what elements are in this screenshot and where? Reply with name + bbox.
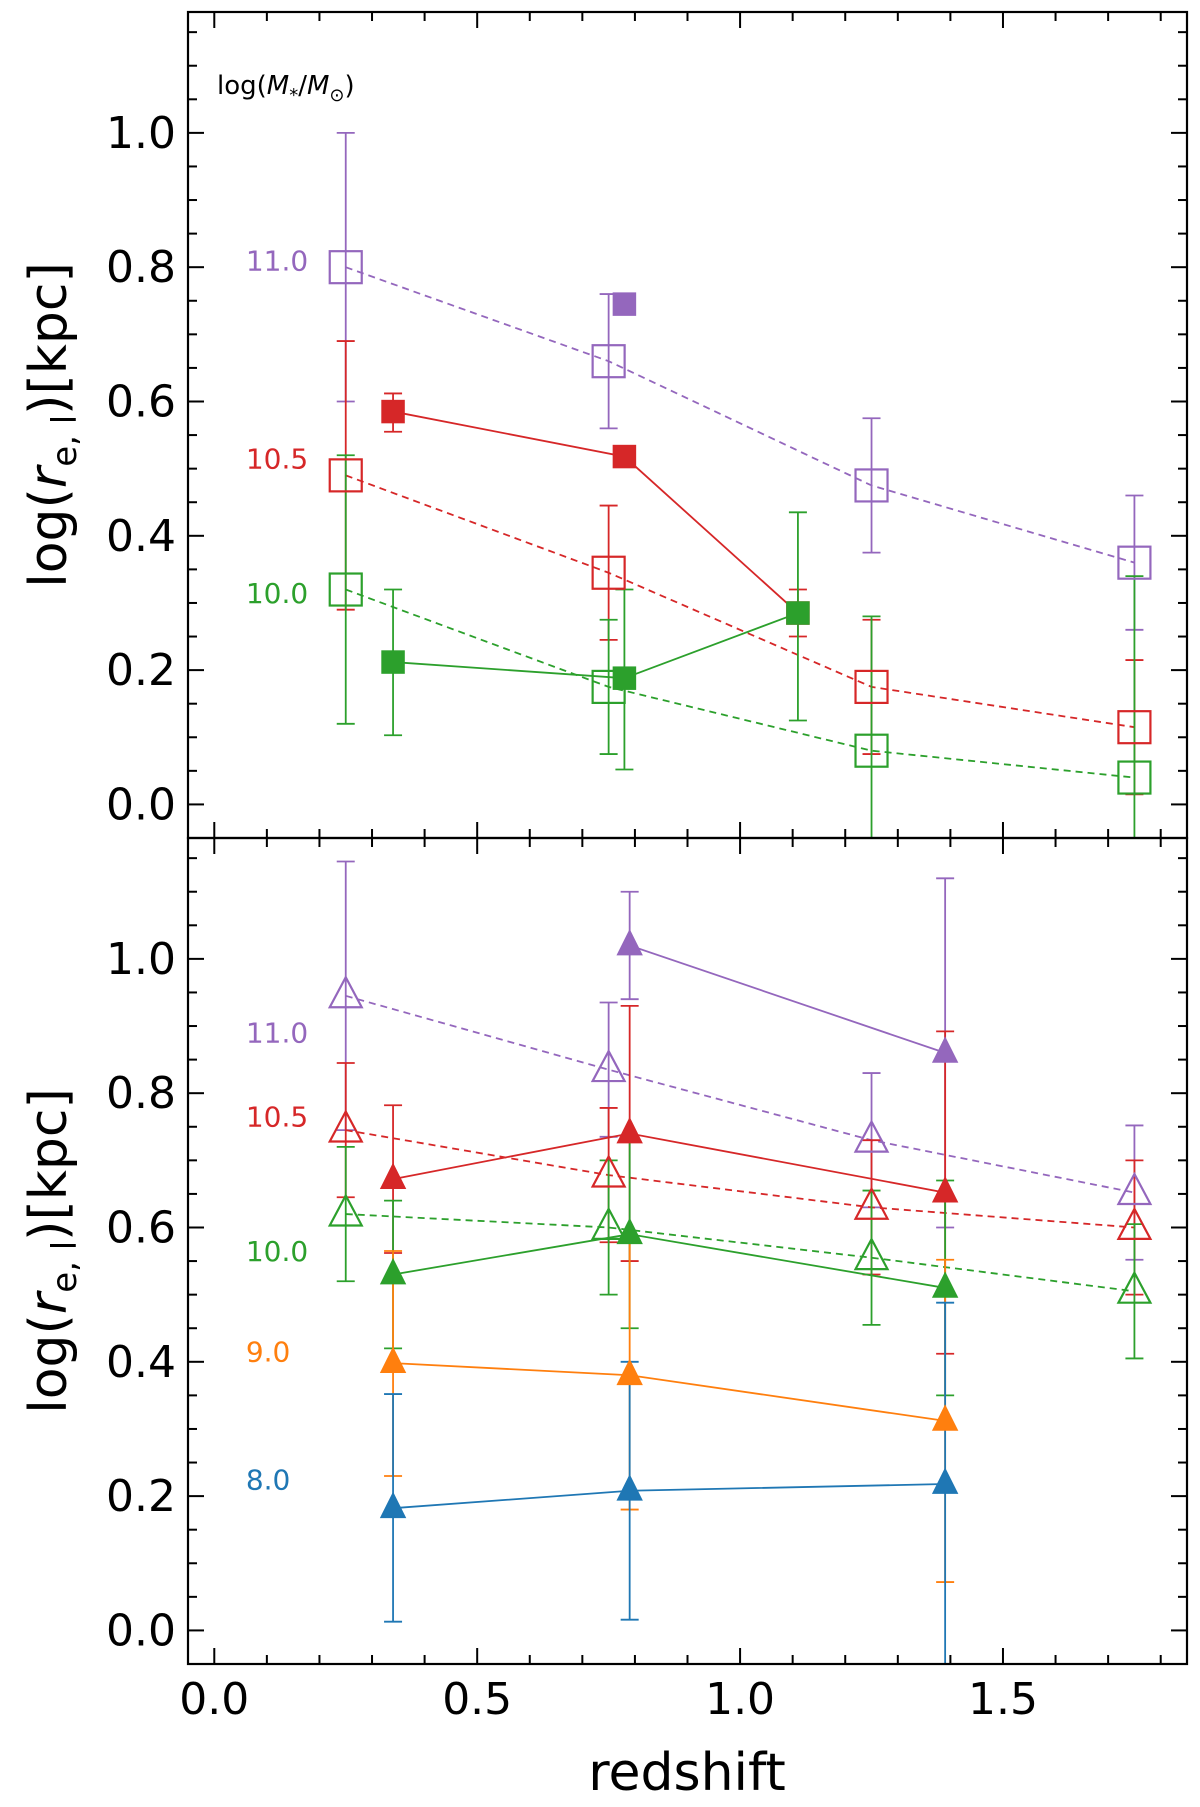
- data-point: [328, 572, 363, 607]
- data-point: [612, 444, 637, 469]
- data-point: [328, 458, 363, 493]
- series-line: [345, 1129, 1135, 1229]
- data-point: [591, 344, 626, 379]
- data-point: [590, 1206, 627, 1240]
- data-point: [854, 468, 889, 503]
- y-tick-label: 1.0: [106, 108, 176, 159]
- series-line: [393, 1362, 946, 1422]
- data-point: [931, 1036, 959, 1063]
- series-line: [629, 944, 946, 1054]
- data-point: [854, 669, 889, 705]
- series-line: [345, 1213, 1135, 1293]
- top-panel-frame: [186, 10, 1189, 840]
- data-point: [1117, 545, 1152, 580]
- mass-label: 10.0: [246, 577, 308, 610]
- data-point: [1117, 760, 1152, 795]
- data-point: [853, 1186, 890, 1220]
- data-point: [381, 399, 405, 424]
- data-point: [1116, 1171, 1153, 1206]
- series-line: [345, 474, 1135, 729]
- series-line: [345, 588, 1135, 779]
- series-line: [345, 994, 1135, 1194]
- mass-label: 10.5: [246, 1101, 308, 1134]
- y-tick-label: 0.0: [106, 1605, 176, 1656]
- data-point: [1116, 1270, 1153, 1304]
- y-tick-label: 0.4: [106, 511, 176, 562]
- data-point: [853, 1119, 890, 1153]
- x-tick-label: 0.5: [442, 1674, 512, 1725]
- data-point: [854, 733, 889, 768]
- data-point: [379, 1162, 407, 1190]
- data-point: [590, 1048, 627, 1083]
- series-line: [392, 410, 799, 614]
- y-tick-label: 1.0: [106, 934, 176, 985]
- bottom-panel-frame: [186, 836, 1189, 1666]
- mass-label: 9.0: [246, 1336, 291, 1369]
- data-point: [616, 1116, 643, 1144]
- y-tick-label: 0.0: [106, 779, 176, 830]
- data-point: [327, 974, 364, 1009]
- data-point: [327, 1109, 364, 1143]
- mass-label: 10.0: [246, 1235, 308, 1268]
- data-point: [931, 1271, 959, 1298]
- data-point: [931, 1176, 959, 1203]
- y-tick-label: 0.8: [106, 242, 176, 293]
- data-point: [591, 555, 626, 590]
- data-point: [381, 650, 405, 674]
- series-line: [392, 1233, 946, 1289]
- y-tick-label: 0.6: [106, 376, 176, 427]
- x-tick-label: 1.5: [968, 1674, 1038, 1725]
- y-tick-label: 0.2: [106, 645, 176, 696]
- data-point: [616, 928, 643, 956]
- x-tick-label: 0.0: [179, 1674, 249, 1725]
- top-panel: 0.0 0.2 0.4 0.6 0.8 1.0 11.0 10.5 10.0: [106, 10, 1189, 840]
- data-point: [616, 1217, 643, 1245]
- data-point: [328, 250, 363, 285]
- stellar-mass-header: log(M*/M⊙): [217, 71, 355, 106]
- x-axis-title: redshift: [588, 1743, 786, 1803]
- data-point: [931, 1404, 959, 1431]
- series-line: [345, 266, 1135, 564]
- data-point: [590, 1154, 627, 1188]
- data-point: [327, 1193, 364, 1227]
- y-tick-label: 0.2: [106, 1471, 176, 1522]
- x-tick-label: 1.0: [705, 1674, 775, 1725]
- top-y-axis-title: log(re, l)[kpc]: [19, 262, 85, 588]
- bottom-y-axis-title: log(re, l)[kpc]: [19, 1088, 85, 1414]
- y-tick-label: 0.6: [106, 1202, 176, 1253]
- data-point: [616, 1358, 643, 1386]
- data-point: [1117, 710, 1152, 745]
- data-point: [931, 1467, 959, 1494]
- series-line: [392, 612, 799, 680]
- data-point: [612, 666, 637, 690]
- y-tick-label: 0.8: [106, 1068, 176, 1119]
- data-point: [612, 292, 637, 316]
- mass-label: 8.0: [246, 1463, 291, 1496]
- mass-label: 11.0: [246, 244, 308, 277]
- mass-label: 11.0: [246, 1017, 308, 1050]
- data-point: [379, 1346, 407, 1374]
- mass-label: 10.5: [246, 443, 308, 476]
- series-line: [392, 1132, 946, 1194]
- data-point: [616, 1474, 643, 1501]
- data-point: [853, 1236, 890, 1271]
- y-tick-label: 0.4: [106, 1337, 176, 1388]
- bottom-panel: 0.0 0.2 0.4 0.6 0.8 1.0 0.0 0.5 1.0 1.5 11.0 10.5 10…: [106, 836, 1189, 1725]
- data-point: [1116, 1206, 1153, 1240]
- data-point: [379, 1257, 407, 1285]
- series-line: [392, 1483, 946, 1510]
- data-point: [379, 1491, 407, 1519]
- data-point: [786, 601, 810, 625]
